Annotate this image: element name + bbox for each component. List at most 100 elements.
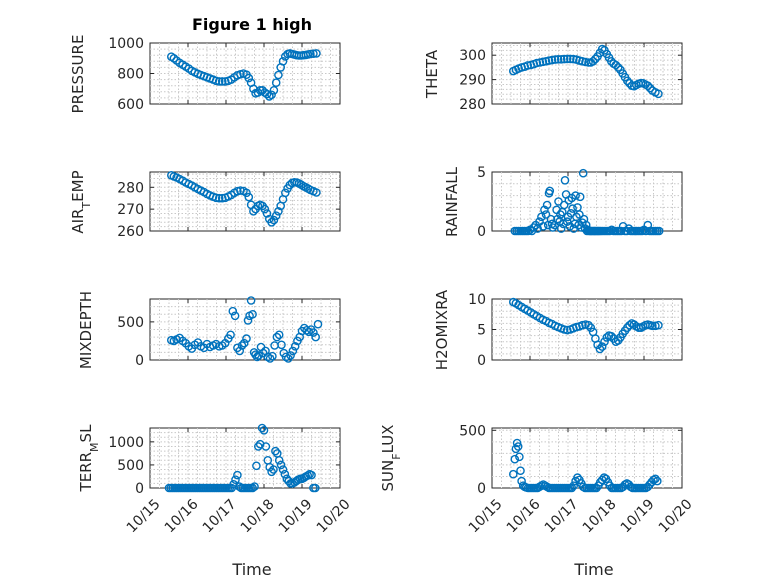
terr-msl-data-point	[267, 467, 276, 477]
terr-msl-data-point	[259, 425, 269, 435]
terr-msl-data-point	[274, 455, 284, 465]
mixdepth-data-point	[246, 296, 256, 305]
x-tick-label: 10/15	[466, 496, 506, 536]
h2omixra-data-point	[607, 331, 616, 341]
terr-msl-data-point	[231, 475, 240, 485]
mixdepth-data-point	[288, 346, 298, 356]
rainfall-data-point	[643, 220, 653, 230]
terr-msl-data-point	[269, 465, 278, 474]
x-tick-label: 10/15	[124, 496, 164, 536]
mixdepth-data-point	[274, 330, 284, 340]
rainfall-data-point	[529, 223, 539, 232]
rainfall-data-point	[575, 210, 584, 219]
mixdepth-data-point	[226, 330, 235, 340]
x-tick-label: 10/16	[162, 496, 202, 536]
pressure-data-point	[271, 78, 281, 87]
theta-y-tick-label: 290	[459, 73, 486, 89]
air-temp-data-point	[217, 193, 227, 203]
rainfall-data-point	[571, 191, 580, 200]
mixdepth-data-point	[286, 351, 295, 360]
rainfall-data-point	[541, 210, 551, 219]
pressure-data-point	[309, 49, 318, 59]
air-temp-data-point	[267, 217, 276, 227]
theta-data-point	[538, 57, 548, 67]
sun-flux-data-point	[537, 481, 546, 491]
theta-data-point	[588, 57, 598, 66]
sun-flux-data-point	[653, 476, 662, 486]
sun-flux-data-point	[513, 442, 523, 451]
rainfall-data-point	[578, 168, 588, 178]
mixdepth-data-point	[243, 316, 253, 325]
terr-msl-data-point	[257, 423, 267, 433]
theta-data-point	[611, 60, 621, 70]
h2omixra-panel: 0 5 10 H2OMIXRA	[433, 289, 683, 370]
pressure-data-point	[274, 70, 283, 80]
terr-msl-data-point	[280, 469, 290, 479]
pressure-data-point	[217, 77, 227, 86]
terr-msl-data-point	[252, 461, 261, 471]
rainfall-y-axis-label: RAINFALL	[443, 166, 461, 237]
theta-data-point	[566, 54, 575, 64]
sun-flux-y-axis-label: SUNFLUX	[379, 425, 403, 492]
terr-msl-y-axis-label: TERRMSL	[77, 424, 101, 493]
air-temp-y-axis-label: AIRTEMP	[69, 170, 93, 233]
sun-flux-data-point	[511, 444, 521, 454]
theta-data-point	[559, 54, 569, 64]
sun-flux-data-point	[592, 483, 601, 493]
mixdepth-data-point	[263, 352, 273, 362]
theta-data-point	[532, 58, 542, 68]
theta-panel: 280 290 300 THETA	[423, 42, 683, 113]
sun-flux-data-point	[569, 481, 579, 491]
rainfall-data-point	[568, 204, 577, 213]
sun-flux-data-point	[567, 483, 577, 493]
rainfall-data-point	[556, 210, 565, 219]
terr-msl-data-point	[233, 470, 242, 480]
sun-flux-data-point	[651, 474, 660, 484]
sun-flux-data-point	[515, 452, 524, 462]
terr-msl-data-point	[248, 483, 257, 493]
theta-data-point	[654, 89, 663, 99]
air-temp-data-point	[244, 192, 254, 202]
air-temp-data-point	[269, 215, 279, 225]
pressure-data-point	[211, 76, 221, 86]
terr-msl-data-point	[303, 471, 313, 480]
sun-flux-y-tick-label: 500	[459, 423, 486, 439]
air-temp-data-point	[249, 206, 258, 216]
sun-flux-data-point	[510, 454, 520, 464]
pressure-data-point	[312, 49, 321, 58]
mixdepth-data-point	[304, 327, 314, 337]
rainfall-data-point	[616, 226, 626, 236]
rainfall-data-point	[539, 221, 548, 231]
terr-msl-y-tick-label: 0	[135, 481, 144, 497]
terr-msl-data-point	[250, 482, 259, 491]
air-temp-data-point	[211, 193, 221, 203]
h2omixra-y-tick-label: 10	[468, 292, 486, 308]
terr-msl-data-point	[271, 446, 280, 456]
mixdepth-panel: 0 500 MIXDEPTH	[77, 291, 341, 369]
air-temp-data-point	[262, 209, 272, 218]
mixdepth-data-point	[228, 306, 238, 316]
h2omixra-data-point	[578, 320, 587, 330]
air-temp-y-tick-label: 270	[117, 202, 144, 218]
pressure-data-point	[214, 77, 224, 86]
rainfall-data-point	[546, 214, 556, 224]
h2omixra-data-point	[586, 323, 596, 333]
mixdepth-data-point	[237, 341, 247, 350]
rainfall-data-point	[560, 175, 570, 185]
rainfall-data-point	[562, 217, 572, 226]
pressure-y-tick-label: 600	[117, 97, 144, 113]
mixdepth-data-point	[311, 332, 321, 342]
x-tick-label: 10/19	[618, 496, 658, 536]
mixdepth-data-point	[265, 354, 275, 363]
rainfall-data-point	[542, 200, 552, 210]
x-axis-label-right: Time	[573, 560, 613, 579]
air-temp-data-point	[274, 206, 283, 216]
mixdepth-data-point	[277, 340, 286, 350]
h2omixra-data-point	[595, 344, 605, 354]
terr-msl-data-point	[307, 470, 316, 480]
air-temp-data-point	[312, 188, 321, 197]
theta-data-point	[523, 61, 533, 70]
terr-msl-data-point	[276, 460, 286, 470]
figure-title: Figure 1 high	[192, 15, 312, 34]
x-tick-label: 10/17	[200, 496, 240, 536]
